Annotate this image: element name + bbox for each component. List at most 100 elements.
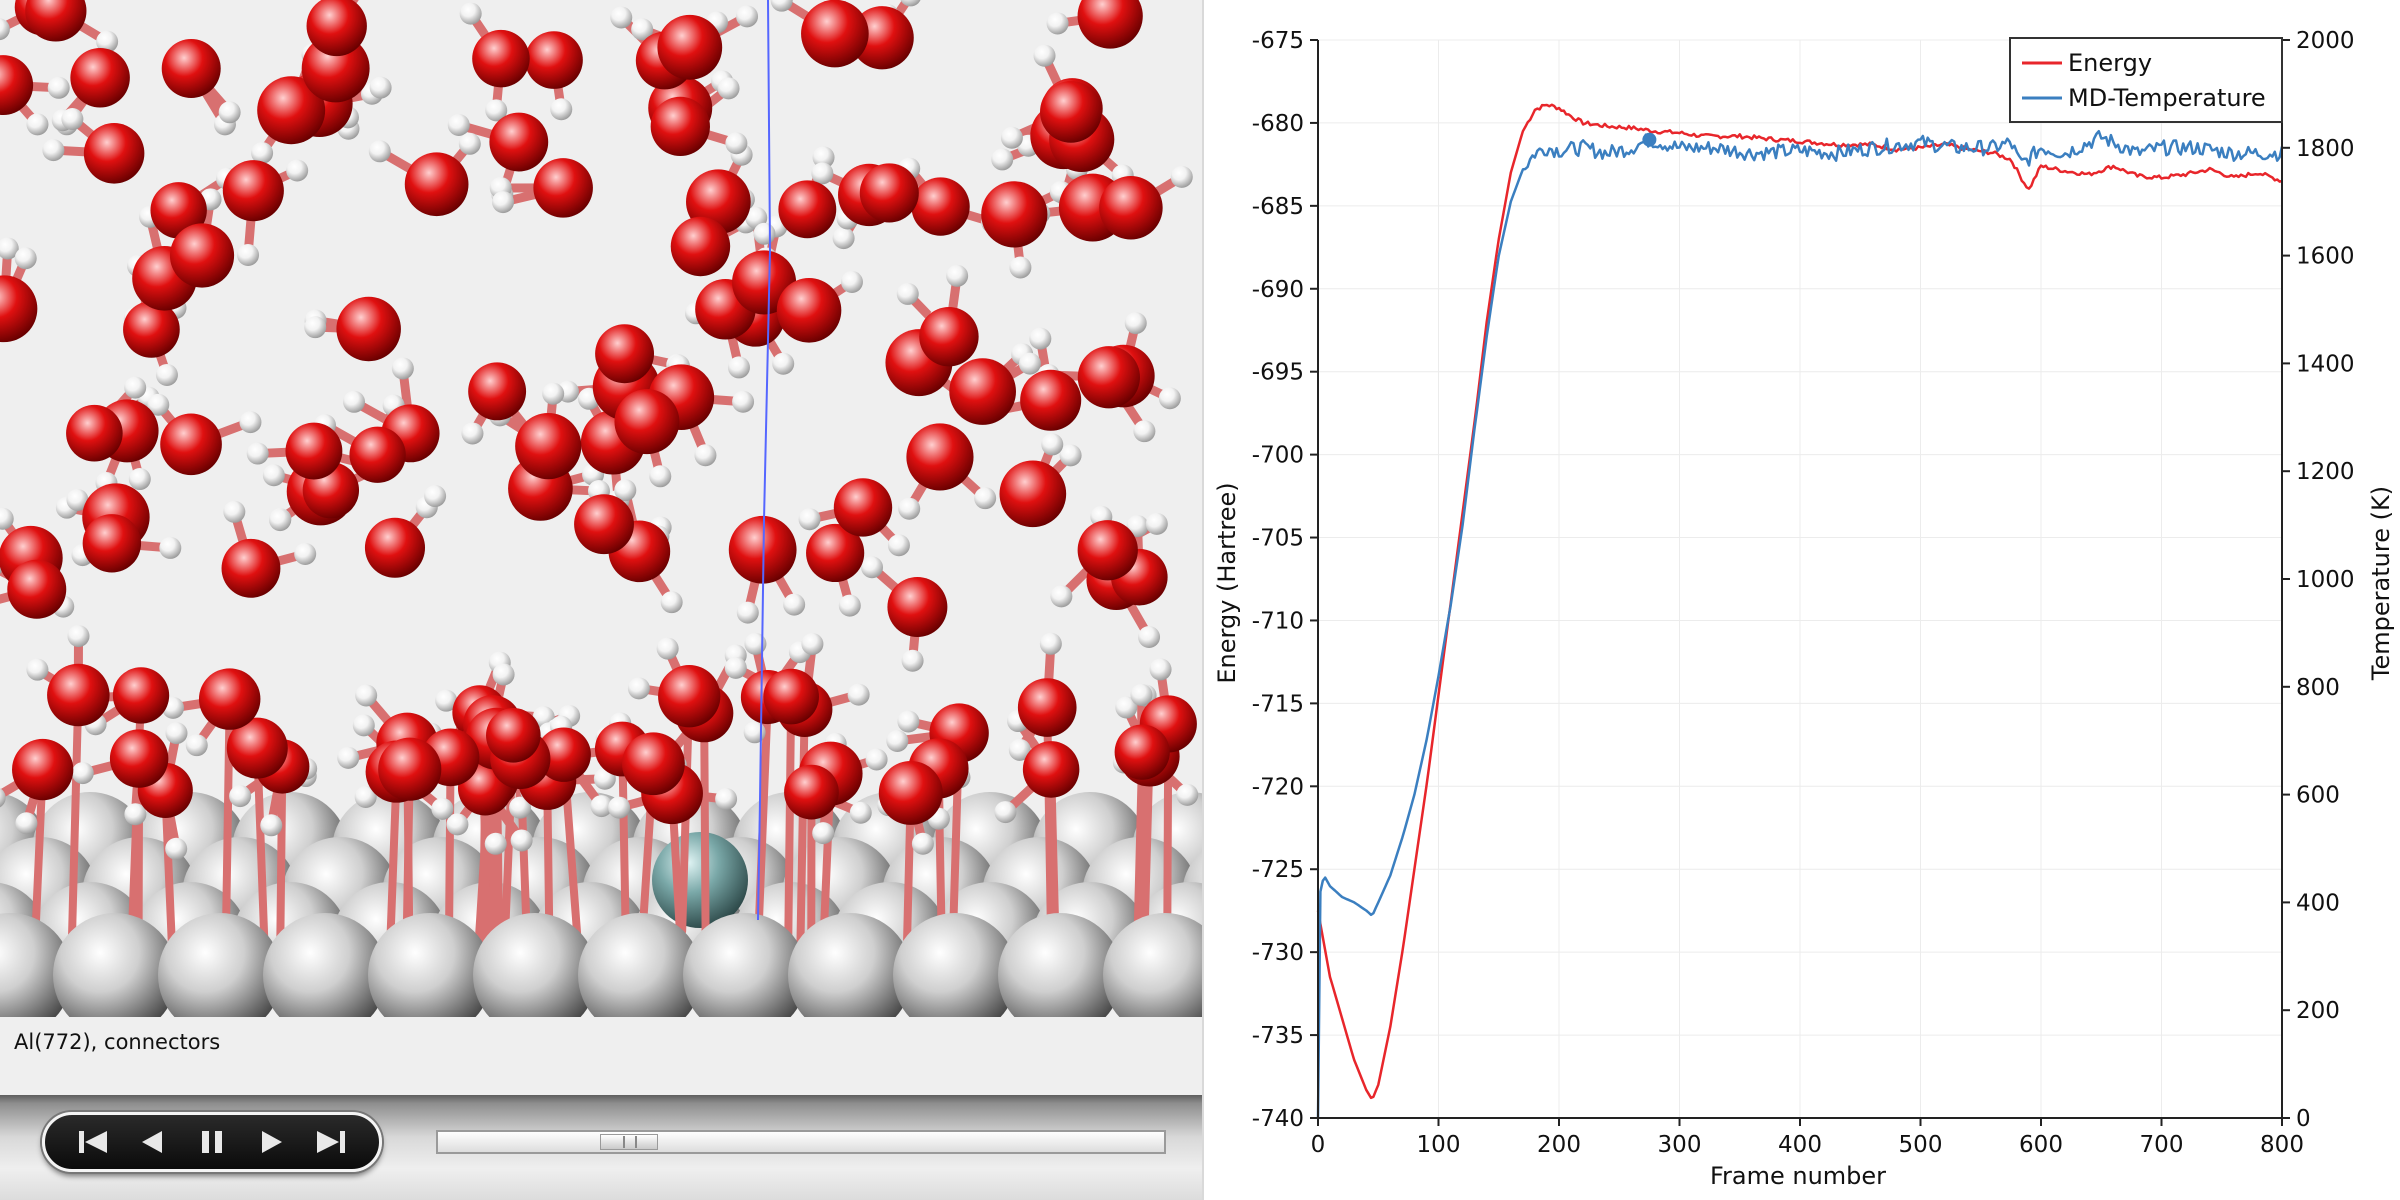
surface-bond: [276, 762, 287, 943]
hydrogen-atom: [812, 822, 835, 845]
oxygen-atom: [378, 737, 442, 801]
hydrogen-atom: [47, 76, 70, 99]
hydrogen-atom: [459, 2, 482, 25]
oxygen-atom: [784, 764, 839, 820]
oxygen-atom: [222, 160, 284, 222]
oxygen-atom: [25, 0, 87, 42]
hydrogen-atom: [1041, 433, 1064, 456]
hydrogen-atom: [783, 593, 806, 616]
hydrogen-atom: [431, 797, 454, 820]
oxygen-atom: [336, 296, 401, 362]
hydrogen-atom: [838, 594, 861, 617]
y2-tick-label: 600: [2296, 783, 2340, 809]
oxygen-atom: [468, 362, 527, 421]
hydrogen-atom: [614, 479, 637, 502]
hydrogen-atom: [1009, 256, 1032, 279]
hydrogen-atom: [715, 788, 738, 811]
hydrogen-atom: [1170, 165, 1193, 188]
playback-controls: [42, 1112, 382, 1172]
next-frame-button[interactable]: [249, 1119, 295, 1165]
first-frame-button[interactable]: [70, 1119, 116, 1165]
oxygen-atom: [221, 538, 281, 598]
hydrogen-atom: [1138, 625, 1161, 648]
pause-icon: [201, 1131, 222, 1153]
hydrogen-atom: [492, 191, 515, 214]
hydrogen-atom: [849, 801, 872, 824]
hydrogen-atom: [753, 222, 776, 245]
oxygen-atom: [1020, 369, 1082, 431]
oxygen-atom: [123, 301, 180, 358]
hydrogen-atom: [736, 5, 759, 28]
last-frame-button[interactable]: [308, 1119, 354, 1165]
surface-bond: [478, 784, 490, 974]
molecular-scene[interactable]: [0, 0, 1202, 1017]
oxygen-atom: [364, 517, 426, 578]
hydrogen-atom: [159, 536, 182, 559]
hydrogen-atom: [798, 508, 821, 531]
oxygen-atom: [83, 123, 145, 184]
x-tick-label: 500: [1899, 1132, 1943, 1158]
y-tick-label: -735: [1252, 1023, 1304, 1049]
skip-to-end-icon: [317, 1131, 346, 1153]
hydrogen-atom: [1126, 515, 1149, 538]
hydrogen-atom: [801, 632, 824, 655]
hydrogen-atom: [865, 748, 888, 771]
hydrogen-atom: [251, 142, 274, 165]
y-tick-label: -695: [1252, 360, 1304, 386]
oxygen-atom: [1099, 176, 1163, 240]
oxygen-atom: [614, 389, 680, 455]
pause-button[interactable]: [189, 1119, 235, 1165]
y-tick-label: -725: [1252, 857, 1304, 883]
hydrogen-atom: [631, 18, 654, 41]
hydrogen-atom: [656, 637, 679, 660]
hydrogen-atom: [732, 390, 755, 413]
frame-scrubber[interactable]: [436, 1130, 1166, 1154]
oxygen-atom: [160, 413, 222, 476]
hydrogen-atom: [1176, 783, 1199, 806]
hydrogen-atom: [368, 140, 391, 163]
oxygen-atom: [349, 426, 406, 483]
molecule-viewer[interactable]: Al(772), connectors: [0, 0, 1202, 1200]
x-tick-label: 800: [2260, 1132, 2304, 1158]
y-tick-label: -740: [1252, 1106, 1304, 1132]
hydrogen-atom: [743, 721, 766, 744]
hydrogen-atom: [15, 812, 38, 835]
hydrogen-atom: [246, 442, 269, 465]
hydrogen-atom: [811, 162, 834, 185]
hydrogen-atom: [185, 734, 208, 757]
hydrogen-atom: [901, 649, 924, 672]
skip-to-start-icon: [78, 1131, 107, 1153]
hydrogen-atom: [1046, 12, 1069, 35]
hydrogen-atom: [71, 762, 94, 785]
hydrogen-atom: [847, 683, 870, 706]
hydrogen-atom: [994, 801, 1017, 824]
hydrogen-atom: [66, 488, 89, 511]
hydrogen-atom: [304, 316, 327, 339]
hydrogen-atom: [1133, 420, 1156, 443]
oxygen-atom: [763, 668, 819, 725]
hydrogen-atom: [223, 500, 246, 523]
oxygen-atom: [1022, 741, 1080, 798]
hydrogen-atom: [610, 6, 633, 29]
hydrogen-atom: [229, 785, 252, 808]
hydrogen-atom: [294, 542, 317, 565]
x-tick-label: 400: [1778, 1132, 1822, 1158]
hydrogen-atom: [1059, 444, 1082, 467]
oxygen-atom: [525, 31, 583, 89]
oxygen-atom: [257, 76, 326, 145]
hydrogen-atom: [1029, 327, 1052, 350]
y-tick-label: -710: [1252, 608, 1304, 634]
oxygen-atom: [595, 324, 655, 384]
aluminum-atom: [473, 913, 597, 1017]
hydrogen-atom: [355, 684, 378, 707]
hydrogen-atom: [694, 444, 717, 467]
hydrogen-atom: [424, 485, 447, 508]
previous-frame-button[interactable]: [129, 1119, 175, 1165]
hydrogen-atom: [61, 108, 84, 131]
surface-bond: [796, 705, 809, 956]
y2-tick-label: 0: [2296, 1106, 2311, 1132]
oxygen-atom: [657, 14, 723, 80]
oxygen-atom: [489, 112, 549, 172]
scrubber-handle[interactable]: [600, 1134, 658, 1150]
panel-divider[interactable]: [1202, 0, 1204, 1200]
